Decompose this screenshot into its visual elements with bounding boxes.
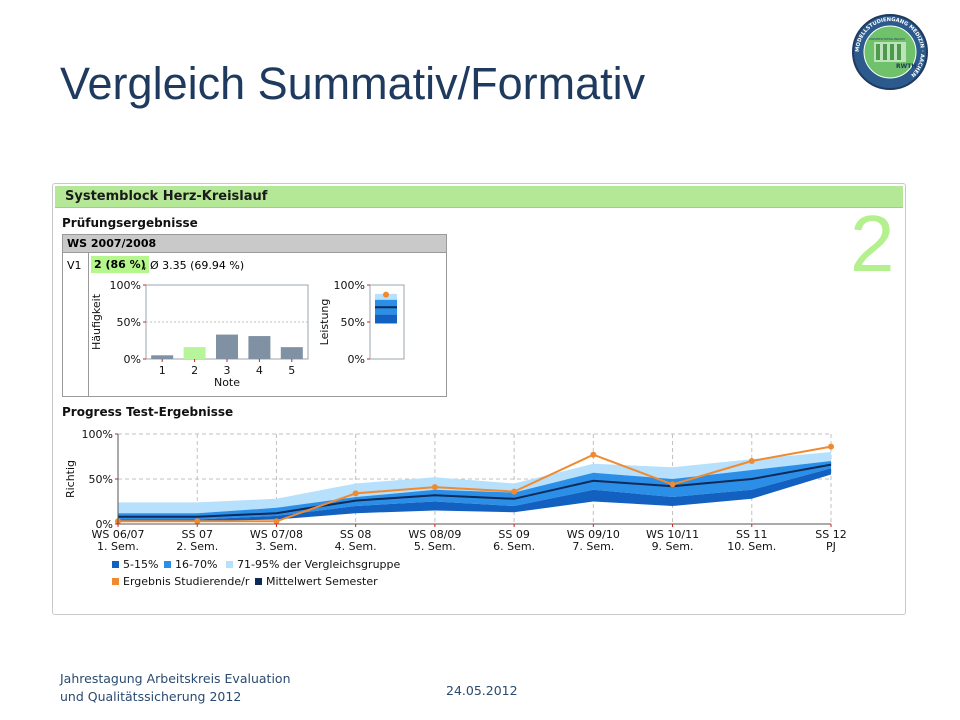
grade-y-tick-label: 0%: [124, 353, 141, 366]
progress-x-semester-label: 7. Sem.: [572, 540, 614, 553]
perf-y-tick-label: 0%: [348, 353, 365, 366]
progress-x-term-label: WS 07/08: [250, 528, 303, 541]
legend-label: Ergebnis Studierende/r: [123, 575, 250, 588]
grade-x-axis-label: Note: [214, 376, 240, 389]
progress-x-term-label: WS 09/10: [567, 528, 620, 541]
performance-chart: 0% 50% 100%Leistung: [318, 279, 405, 366]
progress-x-semester-label: PJ: [826, 540, 836, 553]
grade-bar: [216, 334, 238, 359]
progress-student-point: [669, 481, 676, 488]
progress-band-71-95: [118, 452, 831, 514]
progress-x-semester-label: 3. Sem.: [255, 540, 297, 553]
progress-band-16-70: [118, 461, 831, 520]
perf-band-5-15: [375, 314, 397, 324]
grade-badge: 2 (86 %): [91, 256, 149, 273]
logo-brand: RWTH: [896, 63, 916, 70]
grade-bar: [183, 347, 206, 359]
panel-header: Systemblock Herz-Kreislauf: [55, 186, 903, 208]
progress-x-term-label: SS 07: [181, 528, 212, 541]
semester-label: WS 2007/2008: [67, 237, 157, 250]
progress-x-semester-label: 1. Sem.: [97, 540, 139, 553]
legend-swatch: [164, 561, 171, 568]
grade-x-tick-label: 1: [159, 364, 166, 377]
grade-x-tick-label: 2: [191, 364, 198, 377]
big-grade-number: 2: [850, 199, 895, 288]
progress-x-term-label: SS 08: [340, 528, 371, 541]
legend-label: Mittelwert Semester: [266, 575, 378, 588]
legend-swatch: [112, 578, 119, 585]
footer-line-2: und Qualitätssicherung 2012: [60, 689, 242, 704]
progress-student-point: [352, 490, 359, 497]
grade-y-tick-label: 50%: [117, 316, 141, 329]
progress-y-axis-label: Richtig: [64, 460, 77, 498]
progress-mean-line: [118, 463, 832, 518]
row-label: V1: [67, 259, 82, 272]
grade-y-tick-label: 100%: [110, 279, 141, 292]
progress-x-term-label: WS 10/11: [646, 528, 699, 541]
progress-x-semester-label: 9. Sem.: [652, 540, 694, 553]
grade-distribution-chart: 0% 50% 100% Häufigkeit 1 2 3 4 5 Note: [90, 279, 309, 389]
progress-x-semester-label: 4. Sem.: [335, 540, 377, 553]
grade-average: , Ø 3.35 (69.94 %): [143, 259, 245, 272]
progress-x-semester-label: 6. Sem.: [493, 540, 535, 553]
grade-x-tick-label: 3: [224, 364, 231, 377]
panel-header-title: Systemblock Herz-Kreislauf: [65, 189, 268, 204]
progress-x-term-label: WS 08/09: [408, 528, 461, 541]
progress-x-term-label: SS 09: [498, 528, 529, 541]
progress-y-tick-label: 100%: [82, 428, 113, 441]
footer-line-1: Jahrestagung Arbeitskreis Evaluation: [60, 671, 291, 686]
grade-x-tick-label: 4: [256, 364, 263, 377]
legend-label: 16-70%: [175, 558, 217, 571]
progress-student-point: [273, 518, 280, 525]
section-exam-title: Prüfungsergebnisse: [62, 216, 198, 230]
progress-test-chart: 0% 50% 100% Richtig WS 06/071. Sem. SS 072. S…: [64, 428, 847, 588]
legend-label: 71-95% der Vergleichsgruppe: [237, 558, 401, 571]
logo-inner-text: UNIVERSITÄTSKLINIKUM: [869, 36, 905, 41]
perf-y-tick-label: 100%: [334, 279, 365, 292]
slide-title: Vergleich Summativ/Formativ: [60, 58, 646, 109]
progress-y-tick-label: 0%: [96, 518, 113, 531]
perf-student-point: [383, 291, 389, 298]
progress-x-semester-label: 5. Sem.: [414, 540, 456, 553]
footer-date: 24.05.2012: [446, 683, 518, 698]
grade-bar: [248, 336, 271, 359]
progress-x-term-label: WS 06/07: [91, 528, 144, 541]
section-progress-title: Progress Test-Ergebnisse: [62, 405, 234, 419]
legend-swatch: [226, 561, 233, 568]
row-divider: [88, 253, 89, 396]
footer-event: Jahrestagung Arbeitskreis Evaluation und…: [60, 670, 291, 706]
perf-y-tick-label: 50%: [341, 316, 365, 329]
progress-student-line: [118, 445, 832, 523]
progress-x-term-label: SS 11: [736, 528, 767, 541]
grade-x-tick-label: 5: [288, 364, 295, 377]
legend-label: 5-15%: [123, 558, 158, 571]
progress-student-point: [511, 488, 518, 495]
legend-swatch: [255, 578, 262, 585]
program-logo: RWTH UNIVERSITÄTSKLINIKUM MODELLSTUDIENG…: [852, 14, 928, 90]
progress-x-semester-label: 10. Sem.: [727, 540, 776, 553]
progress-x-term-label: SS 12: [815, 528, 846, 541]
progress-student-point: [431, 484, 438, 491]
perf-y-axis-label: Leistung: [318, 299, 331, 346]
progress-y-tick-label: 50%: [89, 473, 113, 486]
progress-student-point: [194, 518, 201, 525]
legend-swatch: [112, 561, 119, 568]
progress-student-point: [748, 458, 755, 464]
grade-bar: [280, 347, 303, 359]
progress-x-semester-label: 2. Sem.: [176, 540, 218, 553]
progress-student-point: [828, 443, 834, 450]
progress-band-5-15: [118, 468, 831, 522]
semester-header: WS 2007/2008: [63, 235, 446, 253]
grade-y-axis-label: Häufigkeit: [90, 293, 103, 350]
grade-bar: [151, 355, 174, 359]
progress-student-point: [590, 451, 597, 458]
